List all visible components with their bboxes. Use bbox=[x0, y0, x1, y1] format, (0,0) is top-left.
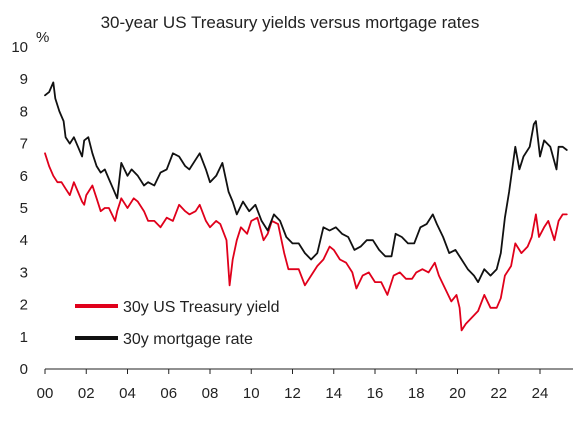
y-tick-label: 0 bbox=[20, 361, 28, 378]
x-tick-label: 06 bbox=[160, 385, 177, 402]
y-axis-ticks: 0 1 2 3 4 5 6 7 8 9 10 bbox=[11, 39, 28, 378]
x-tick-label: 20 bbox=[449, 385, 466, 402]
treasury-yield-line bbox=[44, 152, 568, 332]
x-tick-label: 04 bbox=[119, 385, 136, 402]
y-tick-label: 9 bbox=[20, 71, 28, 88]
x-axis-ticks: 00 02 04 06 08 10 12 14 16 18 20 22 24 bbox=[37, 369, 549, 402]
y-tick-label: 1 bbox=[20, 329, 28, 346]
y-tick-label: 3 bbox=[20, 264, 28, 281]
y-tick-label: 8 bbox=[20, 103, 28, 120]
x-tick-label: 08 bbox=[202, 385, 219, 402]
legend: 30y US Treasury yield 30y mortgage rate bbox=[75, 299, 280, 348]
x-tick-label: 14 bbox=[325, 385, 342, 402]
y-tick-label: 10 bbox=[11, 39, 28, 56]
x-tick-label: 12 bbox=[284, 385, 301, 402]
mortgage-rate-line bbox=[44, 81, 568, 283]
y-axis-unit: % bbox=[36, 29, 49, 46]
x-tick-label: 00 bbox=[37, 385, 54, 402]
y-tick-label: 7 bbox=[20, 136, 28, 153]
x-tick-label: 02 bbox=[78, 385, 95, 402]
legend-label-mortgage: 30y mortgage rate bbox=[123, 331, 253, 348]
y-tick-label: 5 bbox=[20, 200, 28, 217]
x-tick-label: 10 bbox=[243, 385, 260, 402]
x-tick-label: 22 bbox=[490, 385, 507, 402]
x-tick-label: 18 bbox=[408, 385, 425, 402]
y-tick-label: 2 bbox=[20, 297, 28, 314]
legend-label-treasury: 30y US Treasury yield bbox=[123, 299, 280, 316]
series-lines bbox=[44, 81, 568, 332]
x-tick-label: 16 bbox=[367, 385, 384, 402]
y-tick-label: 4 bbox=[20, 232, 28, 249]
y-tick-label: 6 bbox=[20, 168, 28, 185]
x-tick-label: 24 bbox=[532, 385, 549, 402]
chart-title: 30-year US Treasury yields versus mortga… bbox=[101, 13, 480, 32]
